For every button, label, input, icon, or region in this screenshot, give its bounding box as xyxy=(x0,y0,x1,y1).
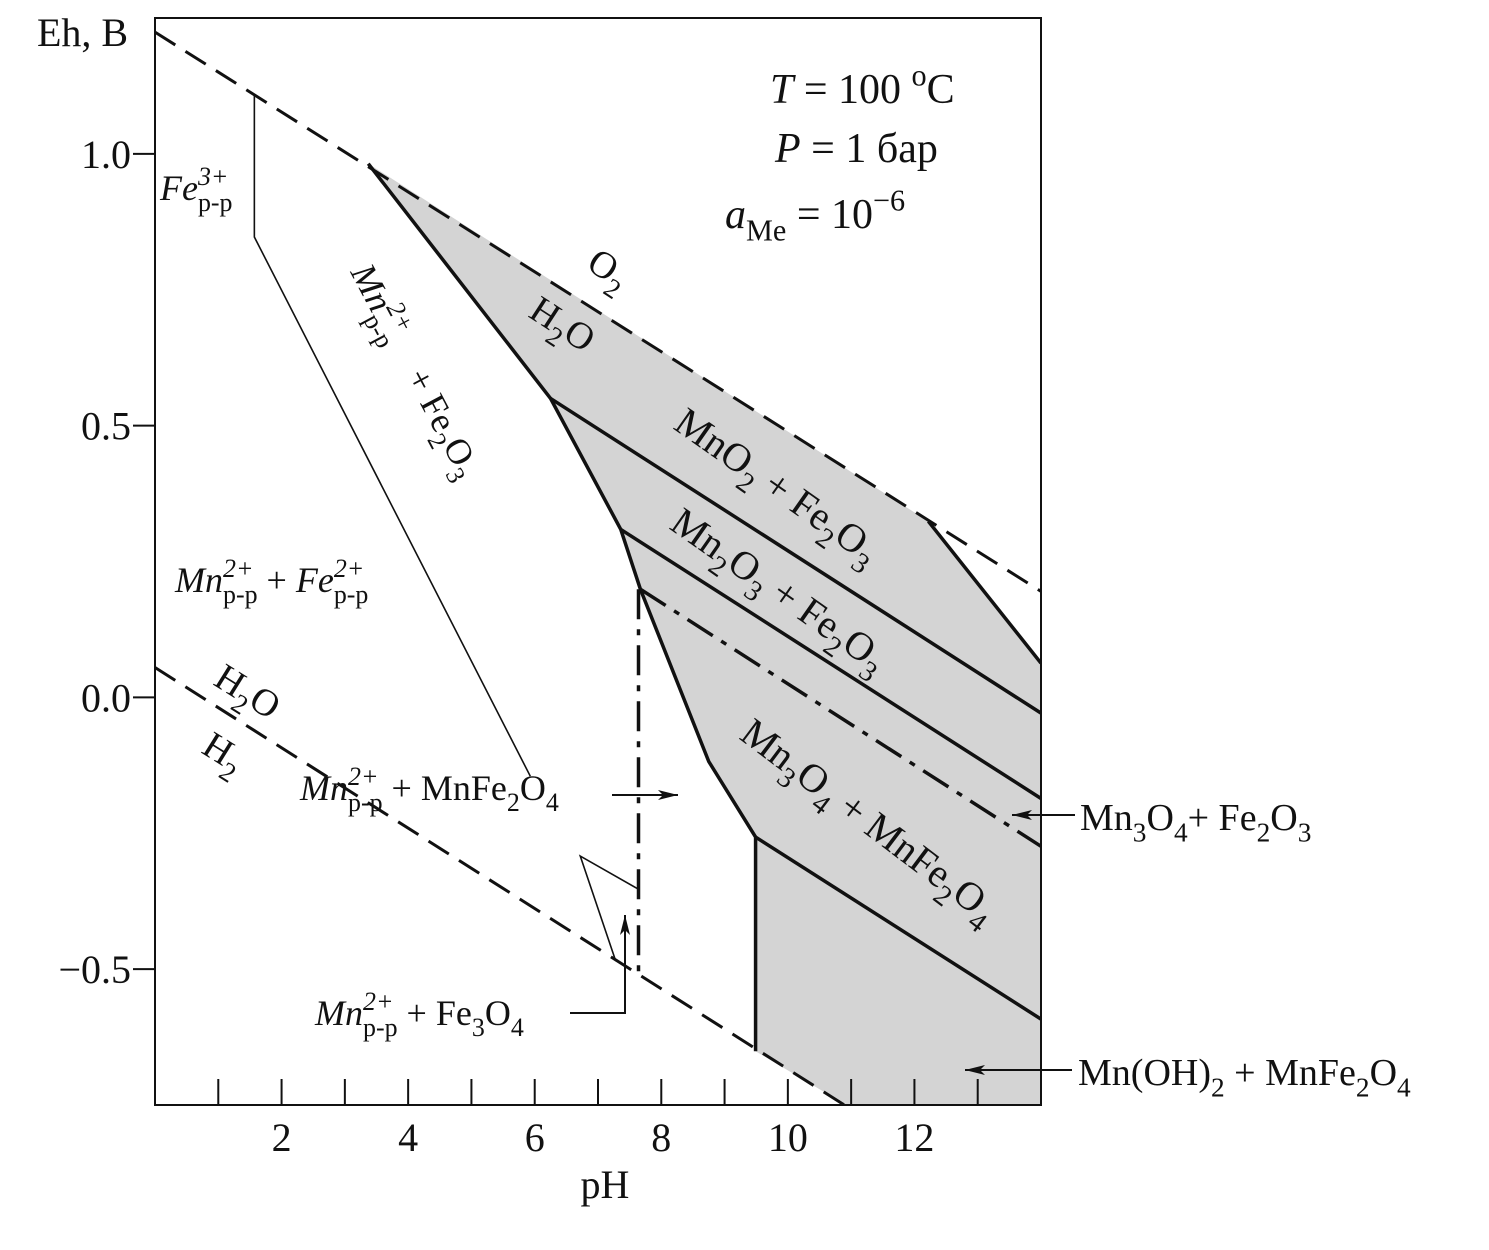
label-part: 4 xyxy=(1397,1072,1411,1102)
label-part: O xyxy=(1370,1052,1397,1094)
region-label: Mn 2+р-р + Fe 3 O 4 xyxy=(314,987,524,1042)
label-part: C xyxy=(927,67,955,113)
label-part: + MnFe xyxy=(383,768,507,808)
label-part: р-р xyxy=(363,1013,398,1042)
x-tick-label: 2 xyxy=(272,1115,292,1160)
label-part: + xyxy=(258,560,296,600)
label-part: O xyxy=(1146,797,1173,839)
boundary-line xyxy=(639,587,1041,848)
label-part: + Fe xyxy=(1188,797,1257,839)
label-part: 2 xyxy=(1211,1072,1225,1102)
label-part: 3 xyxy=(1298,817,1312,847)
label-part: O xyxy=(485,993,511,1033)
x-tick-label: 4 xyxy=(398,1115,418,1160)
y-tick-label: 1.0 xyxy=(81,132,131,177)
boundary-line xyxy=(926,520,1041,665)
label-part: Mn xyxy=(1080,797,1133,839)
label-part: Me xyxy=(746,214,786,248)
label-part: р-р xyxy=(348,788,383,817)
arrows xyxy=(570,790,1075,1075)
x-tick-label: 6 xyxy=(525,1115,545,1160)
label-part: o xyxy=(912,58,927,92)
label-part: O xyxy=(1270,797,1297,839)
region-label: a Me = 10 −6 xyxy=(725,183,905,247)
boundary-line xyxy=(578,854,639,962)
label-part: = 1 бар xyxy=(801,126,938,172)
label-part: −6 xyxy=(873,183,905,217)
boundary-line xyxy=(155,666,847,1105)
label-part: = 10 xyxy=(786,192,873,238)
label-part: р-р xyxy=(198,188,233,217)
boundary-line xyxy=(549,396,1041,715)
label-part: р-р xyxy=(223,580,258,609)
label-part: 2 xyxy=(1356,1072,1370,1102)
label-part: Mn xyxy=(299,768,348,808)
label-part: 3+ xyxy=(197,162,228,191)
arrow xyxy=(570,915,630,1014)
region-label: O2 xyxy=(580,240,626,305)
region-label: H2 xyxy=(195,724,241,789)
label-part: 2+ xyxy=(348,762,378,791)
y-tick-label: −0.5 xyxy=(58,947,131,992)
regions xyxy=(368,163,1041,1105)
label-part: 4 xyxy=(511,1013,524,1042)
boundary-line xyxy=(619,527,1041,800)
region-label: Mn(OH) 2 + MnFe 2 O 4 xyxy=(1078,1052,1411,1102)
label-part: 4 xyxy=(546,788,559,817)
region-label: H2O xyxy=(207,656,288,728)
label-part: Mn xyxy=(314,993,363,1033)
region-label: Fe 3+р-р xyxy=(159,162,233,217)
label-part: 2+ xyxy=(223,554,253,583)
label-part: Fe xyxy=(295,560,334,600)
label-part: = 100 xyxy=(793,67,911,113)
label-part: 2 xyxy=(507,788,520,817)
region-label: Mn 2+р-р + Fe 2+р-р xyxy=(174,554,368,609)
stability-region xyxy=(368,163,1041,1105)
y-tick-label: 0.0 xyxy=(81,675,131,720)
y-axis-label: Eh, В xyxy=(37,10,128,55)
label-part: 3 xyxy=(472,1013,485,1042)
y-tick-label: 0.5 xyxy=(81,404,131,449)
boundaries xyxy=(155,30,1041,1105)
region-label: Mn 2+р-р + MnFe 2 O 4 xyxy=(299,762,559,817)
region-label: P = 1 бар xyxy=(774,126,938,172)
boundary-line xyxy=(253,95,531,777)
region-label: Mn 3 O 4 + Fe 2 O 3 xyxy=(1080,797,1311,847)
label-part: 3 xyxy=(1133,817,1147,847)
axes: 1.00.50.0−0.52 4 6 8 10 12 xyxy=(58,132,979,1160)
label-part: 2 xyxy=(1257,817,1271,847)
label-part: Fe xyxy=(159,168,198,208)
label-part: + Fe xyxy=(398,993,472,1033)
label-part: р-р xyxy=(334,580,369,609)
x-axis-label: pH xyxy=(581,1162,630,1207)
label-part: P xyxy=(774,126,801,172)
label-part: Mn xyxy=(174,560,223,600)
x-tick-label: 8 xyxy=(651,1115,671,1160)
label-part: Mn(OH) xyxy=(1078,1052,1211,1094)
x-tick-label: 12 xyxy=(894,1115,934,1160)
label-part: a xyxy=(725,192,746,238)
label-part: T xyxy=(770,67,796,113)
label-part: + Fe xyxy=(382,330,465,438)
boundary-line xyxy=(754,835,1041,1021)
label-part: O xyxy=(242,678,288,728)
label-part: O xyxy=(520,768,546,808)
boundary-line xyxy=(155,30,1041,593)
label-part: 4 xyxy=(1174,817,1188,847)
label-part: 2+ xyxy=(363,987,393,1016)
label-part: 2+ xyxy=(334,554,364,583)
x-tick-label: 10 xyxy=(768,1115,808,1160)
label-part: + MnFe xyxy=(1225,1052,1356,1094)
